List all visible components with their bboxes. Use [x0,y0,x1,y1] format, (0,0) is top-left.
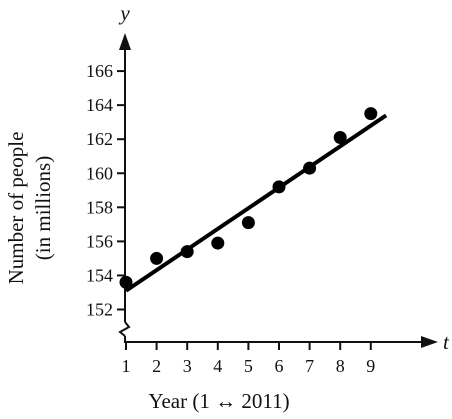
y-ticks: 152 154 156 158 160 162 164 166 [86,61,125,320]
y-tick-label: 156 [86,231,113,251]
x-tick-label: 1 [122,356,131,376]
y-axis-arrowhead [119,33,131,50]
x-tick-label: 2 [152,356,161,376]
x-axis-title: Year (1 ↔ 2011) [148,389,289,413]
data-point [303,161,317,175]
y-tick-label: 164 [86,95,113,115]
trend-line-group [124,113,388,293]
x-tick-label: 4 [213,356,222,376]
y-tick-label: 152 [86,300,113,320]
trend-line [124,113,388,293]
y-tick-label: 158 [86,197,113,217]
data-point [150,251,164,265]
y-axis-title-line1: Number of people [4,132,28,285]
x-tick-label: 6 [275,356,284,376]
x-axis-arrowhead [421,336,438,348]
data-point [211,236,225,250]
data-point [364,107,378,121]
y-axis-title-line2: (in millions) [31,156,55,260]
x-ticks: 1 2 3 4 5 6 7 8 9 [122,342,375,376]
x-tick-label: 7 [305,356,314,376]
data-point [333,130,347,144]
x-tick-label: 3 [183,356,192,376]
y-tick-label: 160 [86,163,113,183]
y-tick-label: 166 [86,61,113,81]
x-tick-label: 8 [336,356,345,376]
x-tick-label: 5 [244,356,253,376]
data-point [180,245,194,259]
x-axis-variable: t [443,330,450,354]
data-point [272,180,286,194]
y-tick-label: 162 [86,129,113,149]
y-axis-variable: y [118,1,130,25]
x-tick-label: 9 [366,356,375,376]
y-tick-label: 154 [86,265,113,285]
data-point [119,275,133,289]
data-point [241,216,255,230]
y-axis-break [118,321,131,337]
data-points [119,107,378,289]
